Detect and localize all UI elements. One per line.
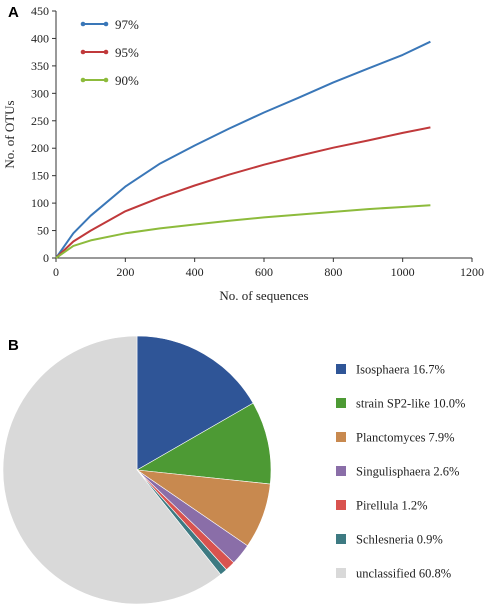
y-tick-label: 200 [31,141,49,155]
y-tick-label: 250 [31,114,49,128]
pie-legend-label: Isosphaera 16.7% [356,363,445,377]
line-chart-series [55,40,431,259]
x-tick-label: 400 [186,265,204,279]
series-line-2 [55,126,431,259]
pie-legend-label: Pirellula 1.2% [356,499,428,513]
legend-marker [103,21,109,27]
legend-label: 90% [115,73,139,88]
pie-slice-1 [136,335,254,471]
x-tick-label: 200 [116,265,134,279]
legend-label: 95% [115,45,139,60]
y-axis-label: No. of OTUs [2,100,17,168]
panel-b-letter: B [8,337,19,354]
pie-slices [2,335,272,605]
pie-legend-swatch [336,568,346,578]
pie-legend-swatch [336,398,346,408]
legend-marker [80,77,86,83]
pie-legend-label: unclassified 60.8% [356,567,451,581]
pie-legend: Isosphaera 16.7% strain SP2-like 10.0% Pla… [336,363,465,581]
line-chart-ticks: 0 50 100 150 200 250 300 350 400 450 0 200 400 600 800… [31,4,484,279]
y-tick-label: 100 [31,196,49,210]
pie-slice-2 [136,402,272,485]
y-tick-label: 0 [43,251,49,265]
pie-legend-label: Schlesneria 0.9% [356,533,443,547]
pie-legend-swatch [336,364,346,374]
x-tick-label: 600 [255,265,273,279]
series-line-3 [55,204,431,259]
legend-label: 97% [115,17,139,32]
pie-legend-swatch [336,534,346,544]
x-axis-label: No. of sequences [219,288,308,303]
y-tick-label: 450 [31,4,49,18]
legend-marker [80,21,86,27]
legend-marker [103,49,109,55]
y-tick-label: 350 [31,59,49,73]
x-tick-label: 800 [324,265,342,279]
pie-legend-label: Singulisphaera 2.6% [356,465,459,479]
series-line-1 [55,40,431,259]
legend-marker [80,49,86,55]
pie-slice-7 [2,335,222,605]
legend-marker [103,77,109,83]
line-chart-legend: 97% 95% 90% [80,17,139,88]
pie-legend-label: strain SP2-like 10.0% [356,397,465,411]
y-tick-label: 50 [37,224,49,238]
pie-legend-label: Planctomyces 7.9% [356,431,455,445]
y-tick-label: 400 [31,31,49,45]
pie-legend-swatch [336,466,346,476]
y-tick-label: 150 [31,169,49,183]
pie-legend-swatch [336,500,346,510]
pie-legend-swatch [336,432,346,442]
panel-a-letter: A [8,4,19,21]
x-tick-label: 0 [53,265,59,279]
pie-chart: Isosphaera 16.7% strain SP2-like 10.0% Pla… [2,335,465,605]
line-chart: 0 50 100 150 200 250 300 350 400 450 0 200 400 600 800… [2,4,484,303]
x-tick-label: 1200 [460,265,484,279]
y-tick-label: 300 [31,86,49,100]
x-tick-label: 1000 [391,265,415,279]
